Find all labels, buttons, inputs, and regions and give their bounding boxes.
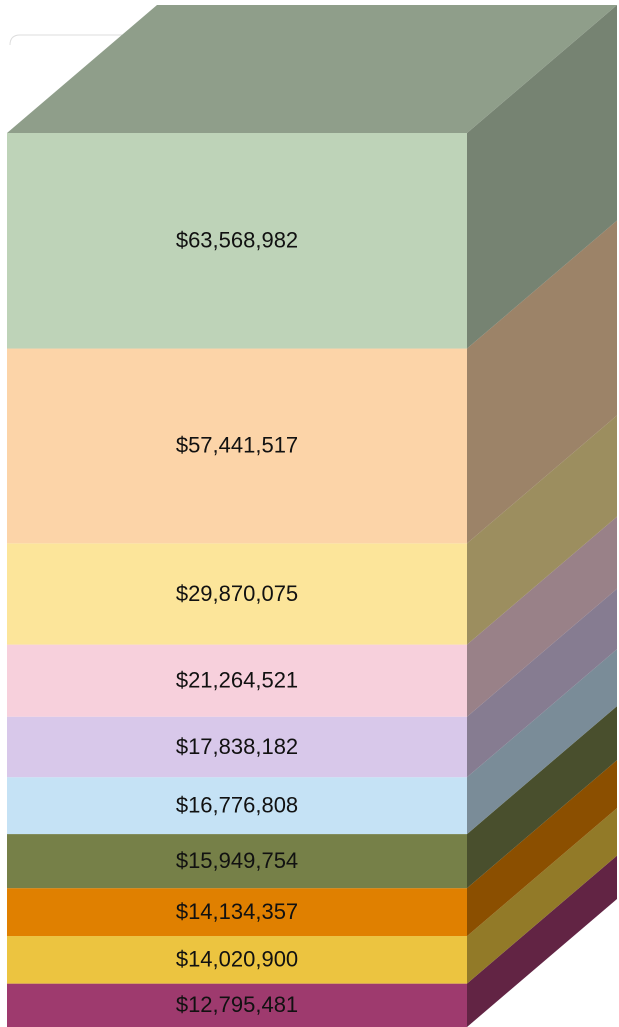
bar-side bbox=[467, 516, 617, 717]
bar-side bbox=[467, 855, 617, 1027]
bar-front bbox=[7, 348, 467, 544]
data-label: $17,838,182 bbox=[176, 734, 298, 759]
bar-front bbox=[7, 716, 467, 778]
data-label: $14,134,357 bbox=[176, 899, 298, 924]
data-label: $15,949,754 bbox=[176, 848, 298, 873]
bar-side bbox=[467, 760, 617, 937]
bar-side bbox=[467, 706, 617, 889]
data-label: $63,568,982 bbox=[176, 228, 298, 253]
bar-side bbox=[467, 220, 617, 544]
data-label: $57,441,517 bbox=[176, 433, 298, 458]
bar-side bbox=[467, 808, 617, 984]
bar-front bbox=[7, 834, 467, 889]
bar-side bbox=[467, 5, 617, 349]
bar-front bbox=[7, 133, 467, 349]
bar-front bbox=[7, 888, 467, 937]
data-label: $12,795,481 bbox=[176, 992, 298, 1017]
bar-side bbox=[467, 588, 617, 778]
data-label: $29,870,075 bbox=[176, 581, 298, 606]
bar-side bbox=[467, 415, 617, 645]
data-label: $16,776,808 bbox=[176, 792, 298, 817]
bar-side bbox=[467, 649, 617, 835]
chart-frame bbox=[9, 34, 130, 46]
bar-front bbox=[7, 644, 467, 717]
data-label: $14,020,900 bbox=[176, 947, 298, 972]
bar-front bbox=[7, 983, 467, 1027]
bar-front bbox=[7, 936, 467, 984]
bar-top bbox=[7, 5, 617, 133]
bar-front bbox=[7, 777, 467, 835]
bar-front bbox=[7, 543, 467, 645]
data-label: $21,264,521 bbox=[176, 667, 298, 692]
